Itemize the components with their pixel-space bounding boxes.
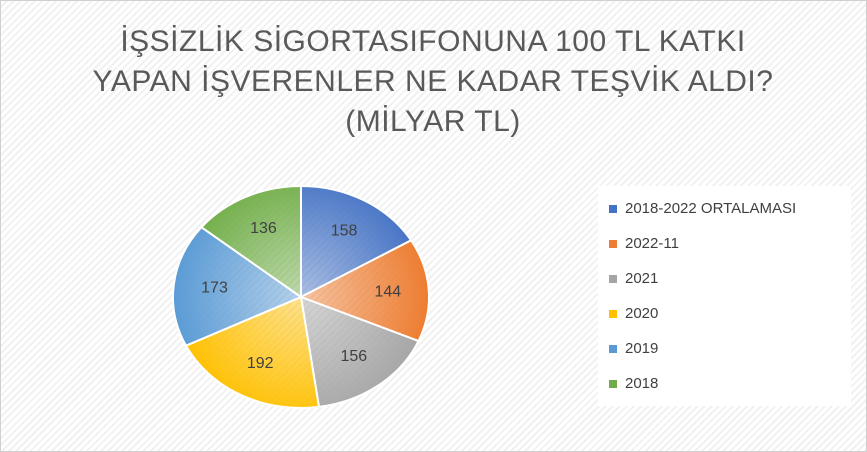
legend-label: 2022-11	[625, 235, 679, 252]
legend-label: 2018-2022 ORTALAMASI	[625, 200, 796, 217]
pie-slice	[172, 225, 304, 347]
legend-label: 2020	[625, 305, 658, 322]
pie-slice	[199, 184, 302, 299]
pie-slice	[184, 295, 321, 409]
legend-swatch	[609, 275, 617, 283]
legend-label: 2019	[625, 340, 658, 357]
pie-slice	[298, 239, 430, 343]
data-label: 192	[247, 355, 274, 372]
legend-box	[598, 186, 851, 406]
legend-swatch	[609, 380, 617, 388]
data-label: 156	[340, 348, 367, 365]
data-label: 158	[331, 223, 358, 240]
legend-swatch	[609, 345, 617, 353]
data-label: 173	[201, 280, 228, 297]
data-label: 136	[250, 220, 277, 237]
chart-title: (MİLYAR TL)	[345, 105, 521, 138]
legend-label: 2018	[625, 375, 658, 392]
chart-title: YAPAN İŞVERENLER NE KADAR TEŞVİK ALDI?	[93, 65, 774, 98]
legend-swatch	[609, 240, 617, 248]
pie-slice	[300, 184, 413, 299]
chart-title: İŞSİZLİK SİGORTASIFONUNA 100 TL KATKI	[120, 25, 745, 58]
legend-swatch	[609, 205, 617, 213]
legend-swatch	[609, 310, 617, 318]
legend-label: 2021	[625, 270, 658, 287]
pie-slice	[299, 295, 420, 409]
data-label: 144	[375, 283, 402, 300]
